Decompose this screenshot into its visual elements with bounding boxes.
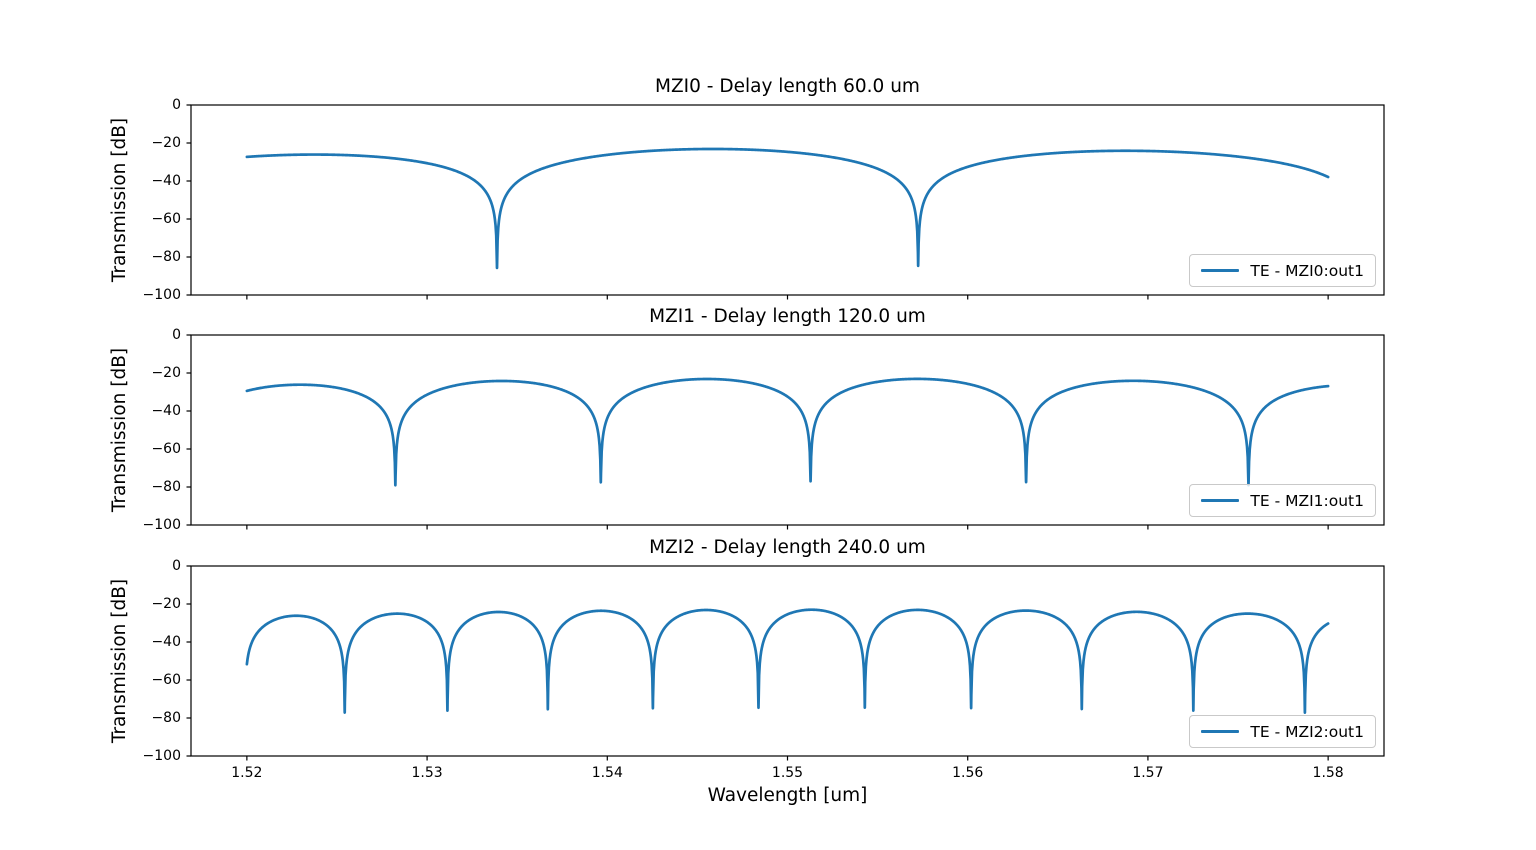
y-tick-label: −60 bbox=[151, 672, 181, 688]
y-tick-label: −40 bbox=[151, 403, 181, 419]
transmission-curve-0 bbox=[245, 147, 1330, 270]
subplot1-legend: TE - MZI1:out1 bbox=[1189, 484, 1376, 517]
legend-line-sample bbox=[1201, 269, 1240, 272]
y-tick-label: −60 bbox=[151, 441, 181, 457]
legend-line-sample bbox=[1201, 499, 1240, 502]
y-tick-label: −20 bbox=[151, 365, 181, 381]
legend-label: TE - MZI1:out1 bbox=[1250, 491, 1364, 510]
x-tick-label: 1.54 bbox=[591, 765, 623, 781]
y-tick-label: 0 bbox=[172, 97, 181, 113]
transmission-curve-1 bbox=[245, 377, 1330, 487]
y-tick-label: −100 bbox=[142, 748, 181, 764]
x-tick-label: 1.57 bbox=[1132, 765, 1164, 781]
x-tick-label: 1.52 bbox=[231, 765, 263, 781]
subplot1-y-axis-label: Transmission [dB] bbox=[109, 347, 130, 513]
subplot0-y-axis-label: Transmission [dB] bbox=[109, 117, 130, 283]
subplot2-legend: TE - MZI2:out1 bbox=[1189, 715, 1376, 748]
transmission-curve-2 bbox=[245, 608, 1330, 715]
y-tick-label: −80 bbox=[151, 249, 181, 265]
x-tick-label: 1.56 bbox=[952, 765, 984, 781]
y-tick-label: −80 bbox=[151, 479, 181, 495]
x-tick-label: 1.58 bbox=[1312, 765, 1344, 781]
y-tick-label: 0 bbox=[172, 327, 181, 343]
y-tick-label: −20 bbox=[151, 135, 181, 151]
x-axis-label: Wavelength [um] bbox=[707, 785, 868, 806]
subplot0-legend: TE - MZI0:out1 bbox=[1189, 254, 1376, 287]
y-tick-label: −100 bbox=[142, 517, 181, 533]
legend-label: TE - MZI0:out1 bbox=[1250, 261, 1364, 280]
y-tick-label: −40 bbox=[151, 634, 181, 650]
subplot0-title: MZI0 - Delay length 60.0 um bbox=[655, 76, 920, 97]
legend-line-sample bbox=[1201, 730, 1240, 733]
y-tick-label: −40 bbox=[151, 173, 181, 189]
y-tick-label: −60 bbox=[151, 211, 181, 227]
x-tick-label: 1.55 bbox=[771, 765, 804, 781]
x-tick-label: 1.53 bbox=[411, 765, 443, 781]
y-tick-label: 0 bbox=[172, 558, 181, 574]
y-tick-label: −20 bbox=[151, 596, 181, 612]
y-tick-label: −80 bbox=[151, 710, 181, 726]
subplot2-title: MZI2 - Delay length 240.0 um bbox=[649, 537, 926, 558]
subplot1-title: MZI1 - Delay length 120.0 um bbox=[649, 306, 926, 327]
subplot2-y-axis-label: Transmission [dB] bbox=[109, 578, 130, 744]
y-tick-label: −100 bbox=[142, 287, 181, 303]
legend-label: TE - MZI2:out1 bbox=[1250, 722, 1364, 741]
